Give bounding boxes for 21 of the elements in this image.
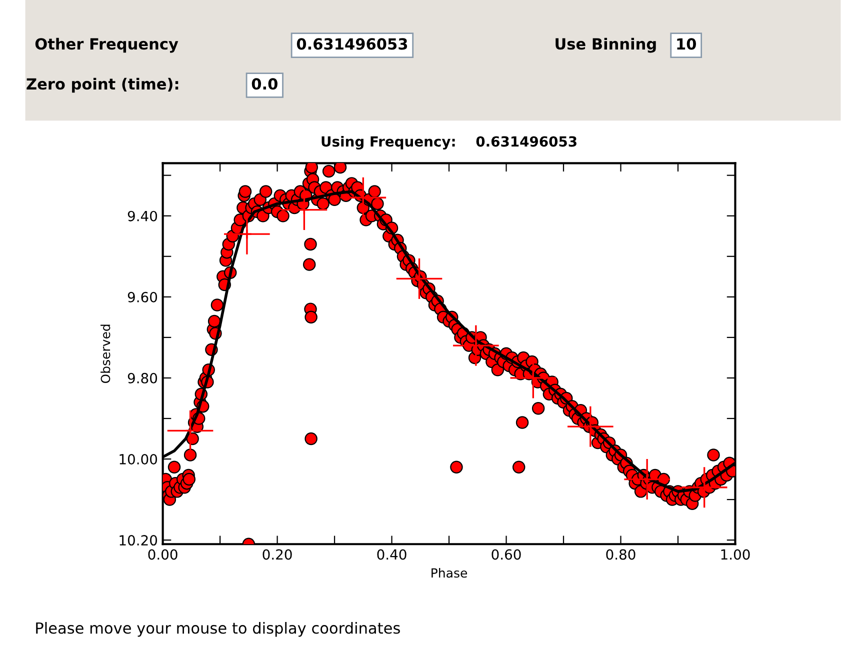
x-tick-label: 0.60 bbox=[492, 549, 521, 560]
text: Other Frequency bbox=[35, 38, 178, 53]
text: 10 bbox=[677, 38, 696, 50]
chart-title: Using Frequency: 0.631496053 bbox=[322, 136, 576, 150]
y-tick-label: 9.40 bbox=[128, 210, 158, 222]
y-tick-label: 9.80 bbox=[128, 372, 158, 384]
x-tick-label: 1.00 bbox=[721, 549, 750, 560]
x-tick-label: 0.00 bbox=[148, 549, 178, 560]
text: Use Binning bbox=[556, 38, 656, 53]
text: Zero point (time): bbox=[26, 78, 178, 93]
y-tick-label: 10.00 bbox=[120, 454, 158, 464]
text: Please move your mouse to display coordinates bbox=[36, 622, 400, 637]
x-axis-title: Phase bbox=[432, 568, 468, 578]
x-tick-label: 0.80 bbox=[606, 549, 636, 560]
x-tick-label: 0.20 bbox=[262, 549, 292, 560]
x-tick-label: 0.40 bbox=[377, 549, 406, 560]
y-tick-label: 9.60 bbox=[128, 292, 158, 302]
text: 0.631496053 bbox=[296, 38, 408, 50]
text: 0.0 bbox=[252, 78, 278, 90]
y-axis-title: Observed bbox=[100, 324, 110, 384]
y-tick-label: 10.20 bbox=[120, 535, 158, 546]
